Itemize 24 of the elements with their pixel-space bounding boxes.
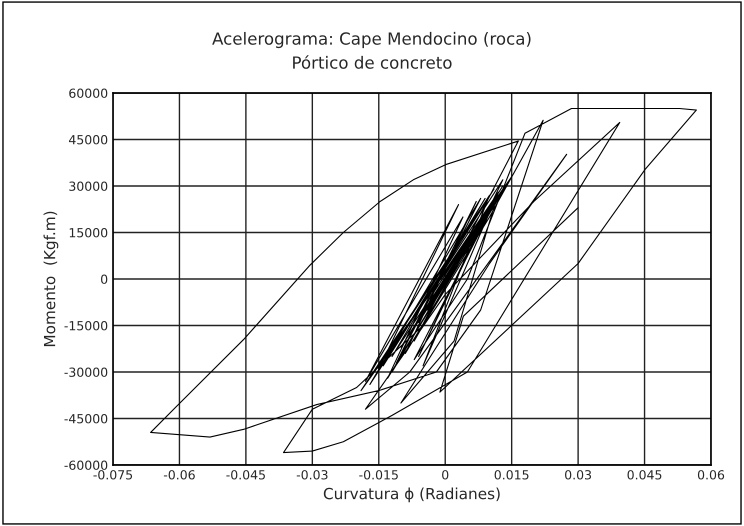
- y-tick-label: 0: [101, 274, 108, 284]
- x-tick-label: 0.015: [494, 470, 528, 480]
- line-series: [150, 108, 697, 454]
- x-tick-label: -0.015: [359, 470, 398, 480]
- y-tick-label: 45000: [68, 134, 108, 144]
- x-tick-label: -0.045: [226, 470, 265, 480]
- chart-subtitle: Pórtico de concreto: [293, 55, 452, 69]
- y-tick-label: -60000: [64, 460, 108, 470]
- x-tick-label: 0.03: [565, 470, 592, 480]
- x-tick-label: -0.03: [296, 470, 328, 480]
- y-tick-label: 15000: [70, 228, 108, 238]
- chart-title: Acelerograma: Cape Mendocino (roca): [212, 32, 531, 48]
- x-tick-label: 0.06: [698, 470, 724, 480]
- y-tick-label: 30000: [69, 181, 108, 191]
- y-tick-label: -45000: [64, 414, 108, 424]
- y-axis-title: Momento (Kgf.m): [44, 212, 58, 346]
- x-axis-title: Curvatura ϕ (Radianes): [324, 488, 500, 502]
- y-tick-label: -30000: [64, 367, 108, 377]
- x-tick-label: 0.045: [627, 470, 662, 480]
- y-tick-label: 60000: [69, 88, 108, 98]
- y-tick-label: -15000: [64, 320, 108, 330]
- x-tick-label: 0: [442, 470, 448, 480]
- x-tick-label: -0.06: [164, 470, 195, 480]
- x-tick-label: -0.075: [93, 470, 132, 480]
